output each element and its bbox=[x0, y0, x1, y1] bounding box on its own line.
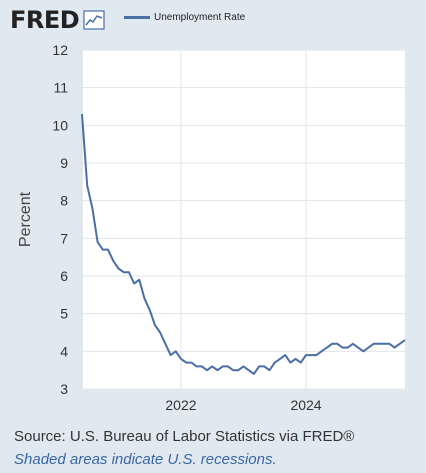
y-tick-label: 10 bbox=[52, 117, 68, 133]
chart-legend: Unemployment Rate bbox=[124, 12, 245, 23]
x-tick-label: 2022 bbox=[165, 397, 196, 413]
fred-brand[interactable]: FRED bbox=[10, 6, 105, 34]
y-axis-title: Percent bbox=[17, 191, 34, 247]
legend-label: Unemployment Rate bbox=[154, 12, 246, 23]
source-text: Source: U.S. Bureau of Labor Statistics … bbox=[14, 428, 355, 445]
y-tick-label: 12 bbox=[52, 42, 68, 58]
y-tick-label: 9 bbox=[60, 155, 68, 171]
y-tick-label: 3 bbox=[60, 381, 68, 397]
recession-note: Shaded areas indicate U.S. recessions. bbox=[14, 451, 277, 468]
plot-area bbox=[82, 50, 405, 389]
y-tick-label: 11 bbox=[53, 80, 68, 96]
x-tick-label: 2024 bbox=[290, 397, 321, 413]
fred-logo: FRED bbox=[10, 6, 80, 34]
line-chart: 3 4 5 6 7 8 9 10 11 12 2022 2024 Percent bbox=[17, 42, 406, 413]
y-tick-label: 5 bbox=[60, 306, 68, 322]
line-chart-icon bbox=[83, 10, 105, 30]
y-tick-label: 7 bbox=[60, 230, 68, 246]
y-tick-label: 8 bbox=[60, 193, 68, 209]
series-line-unemployment-rate bbox=[81, 113, 406, 375]
y-tick-label: 6 bbox=[60, 268, 68, 284]
y-tick-label: 4 bbox=[60, 343, 68, 359]
legend-swatch bbox=[124, 16, 150, 19]
